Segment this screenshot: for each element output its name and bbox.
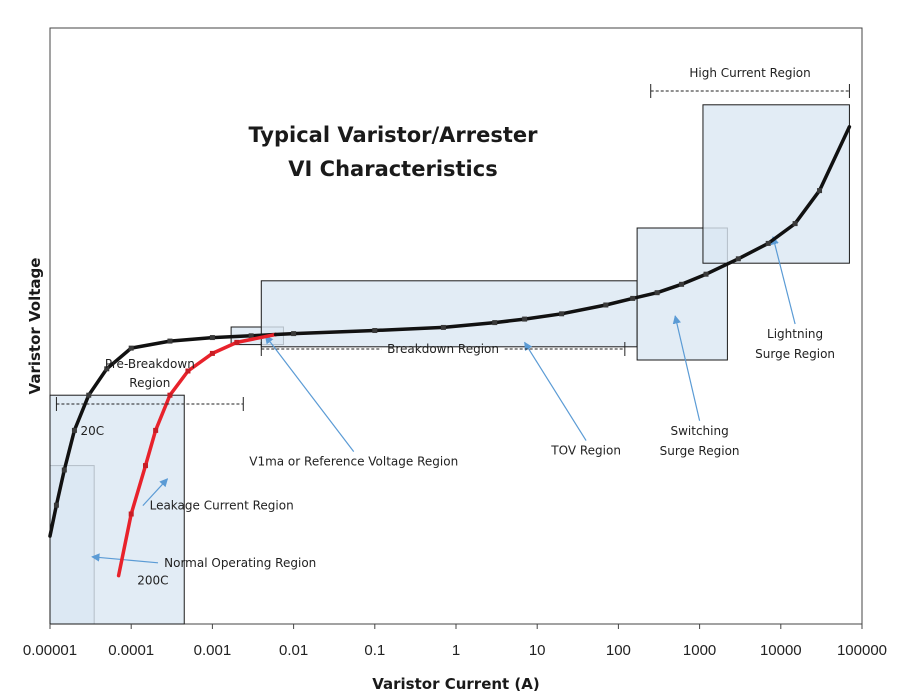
chart-title-line-1: Typical Varistor/Arrester	[248, 123, 538, 147]
x-tick-label: 0.00001	[23, 642, 77, 659]
series-point	[248, 333, 254, 339]
series-label-200c: 200C	[137, 573, 168, 587]
series-point	[522, 316, 528, 322]
series-point	[104, 366, 110, 372]
series-point	[291, 331, 297, 337]
range-label: Breakdown Region	[387, 342, 499, 356]
series-point	[86, 392, 92, 398]
annotation-v1ma-or-reference-voltage-region: V1ma or Reference Voltage Region	[249, 455, 458, 469]
annotation-tov-region: TOV Region	[550, 444, 621, 458]
x-axis-title: Varistor Current (A)	[372, 675, 540, 693]
annotation-normal-operating-region: Normal Operating Region	[164, 556, 316, 570]
annotation-arrow	[264, 335, 355, 452]
range-pre-breakdown-region: Pre-Breakdown Region	[55, 357, 244, 411]
x-tick-label: 1000	[683, 642, 716, 659]
series-point	[142, 463, 148, 469]
range-label: Pre-Breakdown Region	[105, 357, 195, 390]
annotation-switching-surge-region: Switching Surge Region	[660, 424, 740, 458]
region-box-tov-region	[260, 280, 638, 348]
range-label: High Current Region	[689, 66, 810, 80]
series-point	[128, 345, 134, 351]
x-tick-label: 10000	[760, 642, 802, 659]
x-tick-label: 10	[529, 642, 546, 659]
series-point	[817, 188, 823, 194]
series-point	[679, 281, 685, 287]
series-point	[167, 392, 173, 398]
x-tick-label: 100	[606, 642, 631, 659]
series-point	[630, 295, 636, 301]
x-tick-label: 0.0001	[108, 642, 154, 659]
series-point	[61, 467, 67, 473]
series-point	[703, 271, 709, 277]
series-layer	[48, 125, 852, 578]
series-label-20c: 20C	[80, 424, 104, 438]
y-axis-title: Varistor Voltage	[26, 258, 44, 395]
series-point	[153, 427, 159, 433]
x-tick-label: 1	[452, 642, 460, 659]
ranges-layer: Pre-Breakdown Region Breakdown Region High …	[55, 66, 850, 411]
annotation-lightning-surge-region: Lightning Surge Region	[755, 327, 835, 361]
series-point	[128, 511, 134, 517]
series-point	[492, 320, 498, 326]
x-axis: 0.00001 0.0001 0.001 0.01 0.1 1 10 100 1000 10000…	[23, 624, 887, 659]
labels-layer: 20C 200C Normal Operating Region Leakage Cu…	[80, 327, 835, 587]
series-point	[792, 221, 798, 227]
x-tick-label: 0.1	[364, 642, 385, 659]
chart-title-line-2: VI Characteristics	[288, 157, 497, 181]
series-point	[440, 324, 446, 330]
x-tick-label: 100000	[837, 642, 887, 659]
series-point	[185, 368, 191, 374]
annotation-arrow	[524, 341, 587, 441]
series-point	[209, 335, 215, 341]
series-point	[209, 350, 215, 356]
series-point	[765, 240, 771, 246]
series-point	[71, 427, 77, 433]
series-point	[603, 302, 609, 308]
x-tick-label: 0.001	[194, 642, 232, 659]
range-breakdown-region: Breakdown Region	[260, 342, 626, 356]
annotation-arrow	[91, 553, 159, 564]
series-point	[53, 502, 59, 508]
series-point	[372, 328, 378, 334]
annotation-arrow	[770, 235, 796, 325]
series-point	[234, 339, 240, 345]
annotation-leakage-current-region: Leakage Current Region	[150, 499, 294, 513]
arrows-layer	[91, 235, 796, 564]
series-point	[167, 338, 173, 344]
series-point	[559, 311, 565, 317]
annotation-arrow	[142, 478, 169, 507]
series-point	[735, 256, 741, 262]
series-point	[654, 290, 660, 296]
x-tick-label: 0.01	[279, 642, 308, 659]
annotation-arrow	[672, 315, 701, 421]
range-high-current-region: High Current Region	[650, 66, 850, 98]
